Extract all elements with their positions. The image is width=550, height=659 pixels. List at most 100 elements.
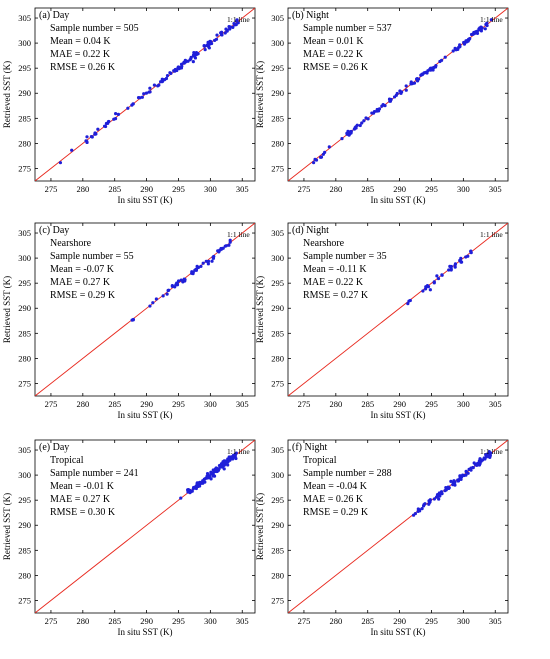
- data-point: [207, 46, 211, 50]
- data-point: [191, 59, 195, 64]
- data-point: [327, 145, 331, 149]
- data-point: [222, 463, 226, 468]
- x-tick-label: 295: [425, 399, 438, 409]
- stat-line: Sample number = 505: [50, 23, 139, 34]
- y-tick-label: 285: [18, 545, 31, 555]
- data-point: [211, 255, 215, 259]
- data-point: [464, 255, 468, 259]
- data-point: [479, 25, 483, 29]
- data-point: [421, 289, 425, 293]
- data-point: [219, 246, 223, 251]
- data-point: [406, 301, 410, 306]
- data-point: [355, 123, 359, 127]
- data-point: [319, 155, 324, 159]
- x-tick-label: 275: [298, 184, 311, 194]
- y-axis-label: Retrieved SST (K): [255, 276, 265, 343]
- y-axis-label: Retrieved SST (K): [2, 276, 12, 343]
- stat-line: MAE = 0.22 K: [50, 49, 111, 60]
- data-point: [346, 129, 350, 133]
- x-tick-label: 295: [425, 184, 438, 194]
- data-point: [217, 467, 221, 471]
- data-point: [458, 258, 462, 263]
- x-axis-label: In situ SST (K): [117, 195, 172, 205]
- panel-title: (e) Day: [39, 442, 69, 453]
- y-tick-label: 275: [271, 163, 284, 173]
- data-point: [323, 150, 327, 155]
- data-point: [380, 104, 384, 108]
- panel-subtitle: Tropical: [303, 455, 337, 466]
- data-point: [420, 506, 424, 511]
- y-axis-label: Retrieved SST (K): [2, 61, 12, 128]
- data-point: [161, 294, 165, 298]
- data-point: [176, 279, 181, 283]
- data-point: [364, 116, 368, 120]
- data-point: [488, 453, 492, 458]
- x-tick-label: 300: [204, 616, 217, 626]
- x-tick-label: 290: [140, 616, 153, 626]
- data-point: [191, 270, 195, 274]
- data-point: [194, 268, 198, 272]
- line-label: 1:1 line: [480, 447, 503, 456]
- x-tick-label: 300: [457, 399, 470, 409]
- x-tick-label: 280: [329, 616, 342, 626]
- data-point: [435, 274, 439, 278]
- data-point: [215, 33, 219, 37]
- y-tick-label: 285: [18, 328, 31, 338]
- data-point: [461, 473, 465, 477]
- y-tick-label: 295: [18, 63, 31, 73]
- data-point: [201, 261, 205, 265]
- y-tick-label: 285: [18, 113, 31, 123]
- plot-frame: [34, 222, 256, 397]
- data-point: [224, 27, 228, 31]
- x-tick-label: 305: [489, 616, 502, 626]
- y-tick-label: 305: [18, 445, 31, 455]
- data-point: [166, 288, 170, 293]
- data-point: [210, 259, 214, 263]
- data-point: [131, 318, 135, 322]
- stat-line: RMSE = 0.26 K: [303, 62, 369, 73]
- data-point: [199, 264, 203, 268]
- data-point: [454, 47, 458, 51]
- data-point: [408, 298, 412, 303]
- plot-frame: [34, 7, 256, 182]
- x-tick-label: 280: [76, 616, 89, 626]
- data-point: [428, 288, 432, 292]
- data-point: [436, 276, 441, 281]
- stat-line: RMSE = 0.29 K: [303, 507, 369, 518]
- data-point: [172, 69, 176, 73]
- y-tick-label: 290: [271, 303, 284, 313]
- x-tick-label: 290: [393, 399, 406, 409]
- data-point: [469, 32, 474, 37]
- data-point: [443, 55, 447, 59]
- line-label: 1:1 line: [480, 230, 503, 239]
- y-tick-label: 280: [18, 353, 31, 363]
- data-point: [424, 285, 428, 289]
- panel-f: 275 280 285 290 295 300 305 275 280 285 290 295 300 3…: [255, 439, 509, 637]
- x-tick-label: 300: [204, 184, 217, 194]
- data-point: [206, 259, 211, 263]
- data-point: [203, 44, 207, 48]
- data-point: [483, 457, 487, 461]
- data-point: [136, 95, 141, 100]
- x-tick-label: 295: [172, 184, 185, 194]
- data-points: [411, 449, 493, 517]
- data-point: [370, 111, 374, 115]
- data-point: [432, 281, 436, 285]
- y-tick-label: 275: [18, 378, 31, 388]
- data-point: [93, 131, 97, 135]
- y-tick-label: 295: [271, 495, 284, 505]
- stat-line: Mean = 0.04 K: [50, 36, 111, 47]
- y-tick-label: 295: [271, 63, 284, 73]
- data-point: [195, 481, 199, 486]
- data-point: [457, 45, 461, 49]
- x-tick-label: 275: [298, 616, 311, 626]
- data-points: [406, 249, 473, 306]
- data-point: [451, 49, 455, 53]
- panel-e: 275 280 285 290 295 300 305 275 280 285 290 295 300 3…: [2, 439, 256, 637]
- y-tick-label: 305: [18, 228, 31, 238]
- data-point: [314, 158, 319, 162]
- data-point: [358, 123, 362, 128]
- data-point: [228, 238, 232, 242]
- data-point: [203, 47, 207, 52]
- x-tick-label: 275: [298, 399, 311, 409]
